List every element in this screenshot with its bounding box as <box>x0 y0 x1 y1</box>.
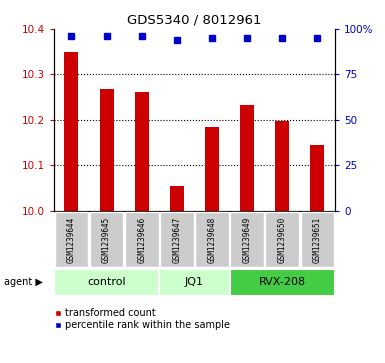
Text: GSM1239651: GSM1239651 <box>313 216 322 263</box>
Bar <box>54 269 159 296</box>
Bar <box>265 212 299 268</box>
Bar <box>55 212 88 268</box>
Bar <box>160 212 194 268</box>
Bar <box>170 185 184 211</box>
Text: GSM1239646: GSM1239646 <box>137 216 146 263</box>
Text: agent ▶: agent ▶ <box>4 277 43 287</box>
Bar <box>159 269 229 296</box>
Bar <box>90 212 124 268</box>
Bar <box>195 212 229 268</box>
Text: GSM1239645: GSM1239645 <box>102 216 111 263</box>
Bar <box>135 91 149 211</box>
Text: GSM1239650: GSM1239650 <box>278 216 287 263</box>
Text: GSM1239644: GSM1239644 <box>67 216 76 263</box>
Bar <box>64 52 79 211</box>
Bar <box>205 127 219 211</box>
Legend: transformed count, percentile rank within the sample: transformed count, percentile rank withi… <box>55 309 230 330</box>
Bar <box>125 212 159 268</box>
Title: GDS5340 / 8012961: GDS5340 / 8012961 <box>127 13 262 26</box>
Text: JQ1: JQ1 <box>185 277 204 287</box>
Bar <box>100 89 114 211</box>
Text: GSM1239649: GSM1239649 <box>243 216 252 263</box>
Text: control: control <box>87 277 126 287</box>
Bar <box>275 121 289 211</box>
Text: RVX-208: RVX-208 <box>259 277 306 287</box>
Bar <box>240 105 254 211</box>
Text: GSM1239648: GSM1239648 <box>208 216 216 263</box>
Bar <box>301 212 334 268</box>
Text: GSM1239647: GSM1239647 <box>172 216 181 263</box>
Bar <box>230 212 264 268</box>
Bar <box>229 269 335 296</box>
Bar <box>310 145 325 211</box>
